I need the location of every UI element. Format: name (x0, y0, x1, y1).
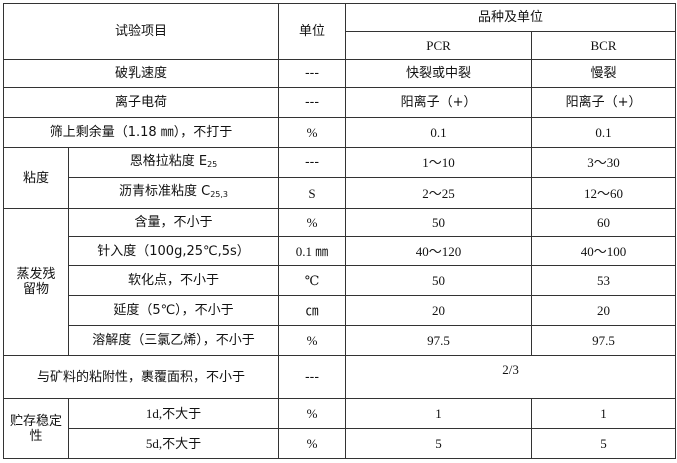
table-row: 软化点，不小于 ℃ 50 53 (4, 265, 677, 296)
table-row: 延度（5℃），不小于 ㎝ 20 20 (4, 295, 677, 326)
bcr-cell: 5 (531, 428, 677, 459)
bcr-cell: 0.1 (531, 117, 677, 148)
adhesion-value: 2/3 (345, 355, 677, 399)
bcr-cell: 12～60 (531, 177, 677, 209)
unit-cell: --- (278, 355, 347, 399)
pcr-cell: 1～10 (345, 147, 533, 178)
bcr-cell: 97.5 (531, 325, 677, 356)
unit-cell: % (278, 117, 347, 148)
pcr-cell: 50 (345, 265, 533, 296)
pcr-cell: 97.5 (345, 325, 533, 356)
bcr-cell: 20 (531, 295, 677, 326)
bcr-cell: 慢裂 (531, 59, 677, 88)
emulsified-asphalt-spec-table: 试验项目 单位 品种及单位 PCR BCR 破乳速度 --- 快裂或中裂 慢裂 … (2, 3, 677, 459)
item-label: 恩格拉粘度 E (129, 153, 208, 169)
table-row: 贮存稳定性 1d,不大于 % 1 1 (3, 398, 677, 459)
item-cell: 筛上剩余量（1.18 ㎜），不打于 (2, 117, 280, 148)
item-cell: 针入度（100g,25℃,5s） (67, 236, 280, 266)
table-row: 5d,不大于 % 5 5 (4, 428, 677, 459)
pcr-cell: 0.1 (345, 117, 533, 148)
unit-cell: --- (278, 59, 347, 88)
item-cell: 沥青标准粘度 C25,3 (67, 177, 280, 209)
pcr-cell: 阳离子（+） (345, 87, 533, 118)
table-row: 溶解度（三氯乙烯），不小于 % 97.5 97.5 (4, 325, 677, 356)
group-viscosity: 粘度 (3, 147, 69, 209)
pcr-cell: 20 (345, 295, 533, 326)
group-residue: 蒸发残留物 (3, 208, 69, 356)
unit-cell: % (278, 428, 347, 459)
header-item: 试验项目 (2, 3, 280, 60)
table-row: 蒸发残留物 含量，不小于 % 50 60 (3, 208, 677, 356)
unit-cell: S (278, 177, 347, 209)
table-row: 筛上剩余量（1.18 ㎜），不打于 % 0.1 0.1 (2, 117, 677, 148)
item-cell: 含量，不小于 (67, 208, 280, 237)
unit-cell: % (278, 398, 347, 429)
pcr-cell: 5 (345, 428, 533, 459)
bcr-cell: 3～30 (531, 147, 677, 178)
pcr-cell: 50 (345, 208, 533, 237)
pcr-cell: 快裂或中裂 (345, 59, 533, 88)
table-row: 破乳速度 --- 快裂或中裂 慢裂 (2, 59, 677, 88)
unit-cell: % (278, 208, 347, 237)
item-cell: 离子电荷 (2, 87, 280, 118)
table-row: 与矿料的粘附性，裹覆面积，不小于 --- 2/3 (2, 355, 677, 399)
item-cell: 与矿料的粘附性，裹覆面积，不小于 (2, 355, 280, 399)
item-cell: 5d,不大于 (67, 428, 280, 459)
item-cell: 恩格拉粘度 E25 (67, 147, 280, 178)
item-label: 沥青标准粘度 C (118, 184, 211, 199)
unit-cell: ㎝ (278, 295, 347, 326)
item-cell: 1d,不大于 (67, 398, 280, 429)
table-row: 粘度 恩格拉粘度 E25 --- 1～10 3～30 (3, 147, 677, 209)
pcr-cell: 1 (345, 398, 533, 429)
pcr-cell: 40～120 (345, 236, 533, 266)
pcr-cell: 2～25 (345, 177, 533, 209)
header-variety: 品种及单位 (345, 3, 677, 32)
table-row: 离子电荷 --- 阳离子（+） 阳离子（+） (2, 87, 677, 118)
bcr-cell: 40～100 (531, 236, 677, 266)
unit-cell: --- (278, 147, 347, 178)
table-row: 针入度（100g,25℃,5s） 0.1 ㎜ 40～120 40～100 (4, 236, 677, 266)
item-cell: 延度（5℃），不小于 (67, 295, 280, 326)
unit-cell: 0.1 ㎜ (278, 236, 347, 266)
header-bcr: BCR (531, 31, 677, 60)
item-cell: 破乳速度 (2, 59, 280, 88)
item-cell: 软化点，不小于 (67, 265, 280, 296)
item-subscript: 25 (207, 159, 218, 169)
item-cell: 溶解度（三氯乙烯），不小于 (67, 325, 280, 356)
header-unit: 单位 (278, 3, 347, 60)
table-row: 沥青标准粘度 C25,3 S 2～25 12～60 (4, 177, 677, 209)
bcr-cell: 53 (531, 265, 677, 296)
bcr-cell: 阳离子（+） (531, 87, 677, 118)
bcr-cell: 60 (531, 208, 677, 237)
unit-cell: --- (278, 87, 347, 118)
header-pcr: PCR (345, 31, 533, 60)
item-subscript: 25,3 (210, 190, 229, 199)
bcr-cell: 1 (531, 398, 677, 429)
group-storage: 贮存稳定性 (3, 398, 69, 459)
unit-cell: % (278, 325, 347, 356)
unit-cell: ℃ (278, 265, 347, 296)
